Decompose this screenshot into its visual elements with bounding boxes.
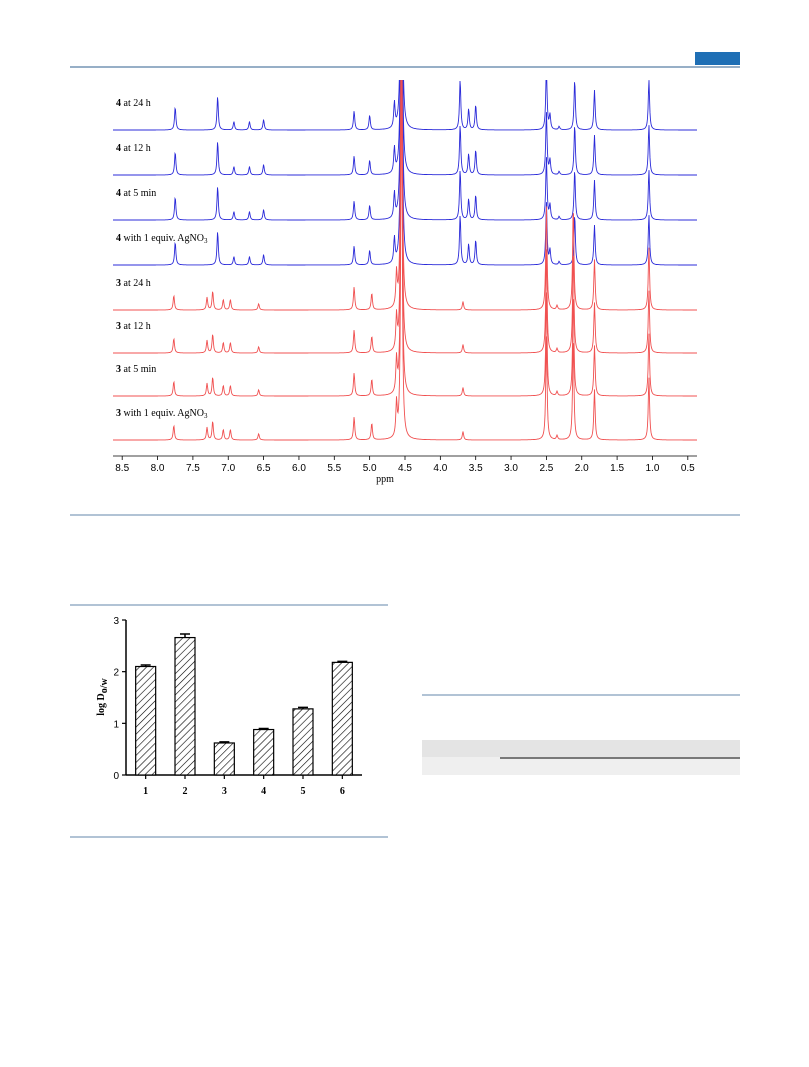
header-tab xyxy=(695,52,740,65)
x-tick-label: 7.5 xyxy=(186,463,200,474)
x-axis-label: ppm xyxy=(376,474,394,485)
trace-label: 4 at 24 h xyxy=(116,98,151,109)
x-tick-label: 1.5 xyxy=(610,463,624,474)
spectrum xyxy=(113,80,697,176)
trace-label: 3 at 24 h xyxy=(116,278,151,289)
x-tick-label: 8.0 xyxy=(151,463,165,474)
x-tick-label: 7.0 xyxy=(221,463,235,474)
bar xyxy=(331,661,353,776)
trace-label: 4 with 1 equiv. AgNO3 xyxy=(116,233,208,245)
trace-label: 4 at 12 h xyxy=(116,143,151,154)
error-bar xyxy=(180,633,190,638)
trace-condition: at 5 min xyxy=(124,188,157,199)
compound-number: 4 xyxy=(116,233,121,244)
compound-number: 3 xyxy=(116,364,121,375)
compound-number: 3 xyxy=(116,321,121,332)
x-tick-label: 3 xyxy=(222,786,227,797)
x-tick-label: 4 xyxy=(261,786,266,797)
error-bar xyxy=(140,664,151,667)
compound-number: 4 xyxy=(116,188,121,199)
bar xyxy=(135,665,157,776)
trace-condition: at 24 h xyxy=(124,98,151,109)
table-header xyxy=(422,757,740,775)
x-tick-label: 6 xyxy=(340,786,345,797)
trace-label: 3 at 12 h xyxy=(116,321,151,332)
spectrum xyxy=(113,80,697,397)
y-tick-label: 2 xyxy=(113,668,119,679)
x-tick-label: 5.0 xyxy=(363,463,377,474)
y-tick-label: 1 xyxy=(113,719,119,730)
error-bar xyxy=(258,727,269,730)
x-tick-label: 8.5 xyxy=(115,463,129,474)
x-tick-label: 6.0 xyxy=(292,463,306,474)
error-bar xyxy=(298,706,308,709)
y-label-sub: o/w xyxy=(99,677,110,693)
x-tick-label: 5 xyxy=(301,786,306,797)
trace-label: 4 at 5 min xyxy=(116,188,156,199)
nmr-figure: 8.5 8.0 7.5 7.0 6.5 6.0 5.5 5.0 4.5 4.0 3.5 3.0 2.5 2… xyxy=(113,80,697,485)
compound-number: 3 xyxy=(116,278,121,289)
table-header xyxy=(422,740,740,757)
x-tick-label: 2 xyxy=(183,786,188,797)
y-tick-label: 3 xyxy=(113,616,119,627)
x-tick-label: 4.5 xyxy=(398,463,412,474)
trace-condition: with 1 equiv. AgNO xyxy=(124,408,204,419)
y-label-main: log D xyxy=(96,693,107,716)
bar xyxy=(213,742,235,776)
x-tick-label: 2.5 xyxy=(539,463,553,474)
trace-condition: with 1 equiv. AgNO xyxy=(124,233,204,244)
x-tick-label: 4.0 xyxy=(433,463,447,474)
spectrum xyxy=(113,80,697,441)
subscript: 3 xyxy=(204,237,208,245)
x-tick-label: 2.0 xyxy=(575,463,589,474)
trace-label: 3 with 1 equiv. AgNO3 xyxy=(116,408,208,420)
trace-condition: at 24 h xyxy=(124,278,151,289)
spectrum xyxy=(113,80,697,131)
trace-condition: at 12 h xyxy=(124,143,151,154)
trace-label: 3 at 5 min xyxy=(116,364,156,375)
spectrum xyxy=(113,80,697,311)
x-tick-label: 1.0 xyxy=(646,463,660,474)
bar xyxy=(253,728,275,776)
spectra xyxy=(113,80,697,441)
x-tick-label: 3.0 xyxy=(504,463,518,474)
trace-condition: at 5 min xyxy=(124,364,157,375)
spectrum xyxy=(113,80,697,266)
spectrum xyxy=(113,80,697,354)
y-tick-label: 0 xyxy=(113,771,119,782)
bar xyxy=(292,708,314,776)
compound-number: 4 xyxy=(116,143,121,154)
compound-number: 4 xyxy=(116,98,121,109)
bar xyxy=(174,636,196,776)
y-axis-label: log Do/w xyxy=(96,677,110,715)
spectrum xyxy=(113,80,697,221)
trace-condition: at 12 h xyxy=(124,321,151,332)
x-tick-label: 1 xyxy=(143,786,148,797)
compound-number: 3 xyxy=(116,408,121,419)
x-tick-label: 3.5 xyxy=(469,463,483,474)
x-tick-label: 0.5 xyxy=(681,463,695,474)
error-bar xyxy=(337,660,348,663)
subscript: 3 xyxy=(204,412,208,420)
error-bar xyxy=(219,741,230,743)
x-tick-label: 5.5 xyxy=(327,463,341,474)
x-tick-label: 6.5 xyxy=(257,463,271,474)
